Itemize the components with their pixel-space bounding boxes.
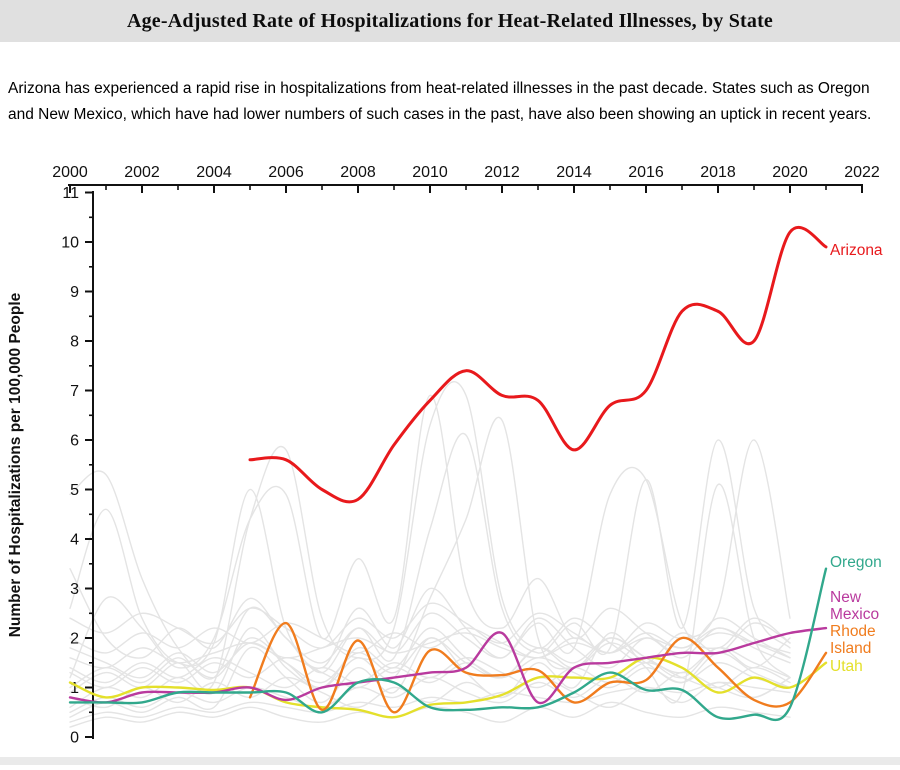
x-tick-label-2010: 2010 — [412, 164, 448, 181]
background-line-17 — [69, 657, 791, 689]
background-line-11 — [69, 483, 791, 718]
y-tick-label-11: 11 — [62, 185, 79, 202]
background-line-0 — [69, 681, 791, 723]
series-label-new-mexico: New Mexico — [830, 589, 879, 623]
y-tick-label-6: 6 — [70, 433, 79, 450]
y-axis: 0 1 2 3 4 5 6 7 8 9 10 11 — [61, 185, 94, 747]
y-tick-label-7: 7 — [70, 383, 79, 400]
x-tick-label-2016: 2016 — [628, 164, 664, 181]
background-line-3 — [69, 488, 791, 669]
background-line-4 — [69, 381, 791, 694]
y-tick-label-4: 4 — [70, 532, 79, 549]
title-bar: Age-Adjusted Rate of Hospitalizations fo… — [0, 0, 900, 42]
background-line-12 — [69, 439, 791, 654]
intro-text: Arizona has experienced a rapid rise in … — [8, 79, 872, 124]
series-label-oregon: Oregon — [830, 554, 882, 571]
y-tick-label-1: 1 — [70, 680, 79, 697]
series-line-rhode-island — [248, 621, 828, 714]
x-tick-label-2022: 2022 — [844, 164, 880, 181]
series-label-utah: Utah — [830, 658, 863, 675]
line-chart: 2000 2002 2004 2006 2008 2010 2012 2014 2016 2018… — [0, 145, 900, 757]
x-tick-label-2020: 2020 — [772, 164, 808, 181]
background-lines — [69, 381, 791, 728]
series-line-arizona — [248, 225, 828, 504]
series-line-oregon — [68, 567, 828, 722]
background-line-14 — [69, 466, 791, 664]
y-tick-label-10: 10 — [61, 235, 79, 252]
background-line-15 — [69, 637, 791, 684]
x-tick-label-2002: 2002 — [124, 164, 160, 181]
y-tick-label-5: 5 — [70, 482, 79, 499]
series-lines — [68, 225, 828, 722]
x-tick-label-2014: 2014 — [556, 164, 592, 181]
x-tick-label-2000: 2000 — [52, 164, 88, 181]
y-tick-label-9: 9 — [70, 284, 79, 301]
background-line-16 — [69, 416, 791, 708]
x-axis: 2000 2002 2004 2006 2008 2010 2012 2014 2016 2018… — [52, 164, 880, 193]
series-line-utah — [68, 656, 828, 719]
x-tick-label-2012: 2012 — [484, 164, 520, 181]
y-tick-label-0: 0 — [70, 730, 79, 747]
x-tick-label-2006: 2006 — [268, 164, 304, 181]
y-tick-label-2: 2 — [70, 631, 79, 648]
y-tick-label-3: 3 — [70, 581, 79, 598]
chart-canvas: 2000 2002 2004 2006 2008 2010 2012 2014 2016 2018… — [7, 164, 883, 747]
background-line-2 — [69, 470, 791, 689]
page-title: Age-Adjusted Rate of Hospitalizations fo… — [126, 9, 774, 32]
background-line-8 — [69, 657, 791, 689]
background-line-9 — [69, 676, 791, 709]
y-tick-label-8: 8 — [70, 334, 79, 351]
bottom-border-strip — [0, 757, 900, 765]
series-label-rhode-island: Rhode Island — [830, 623, 876, 657]
series-label-arizona: Arizona — [830, 242, 883, 259]
background-line-10 — [69, 432, 791, 689]
x-tick-label-2018: 2018 — [700, 164, 736, 181]
y-axis-title: Number of Hospitalizations per 100,000 P… — [7, 292, 24, 637]
background-line-5 — [69, 394, 791, 679]
x-tick-label-2004: 2004 — [196, 164, 232, 181]
x-tick-label-2008: 2008 — [340, 164, 376, 181]
